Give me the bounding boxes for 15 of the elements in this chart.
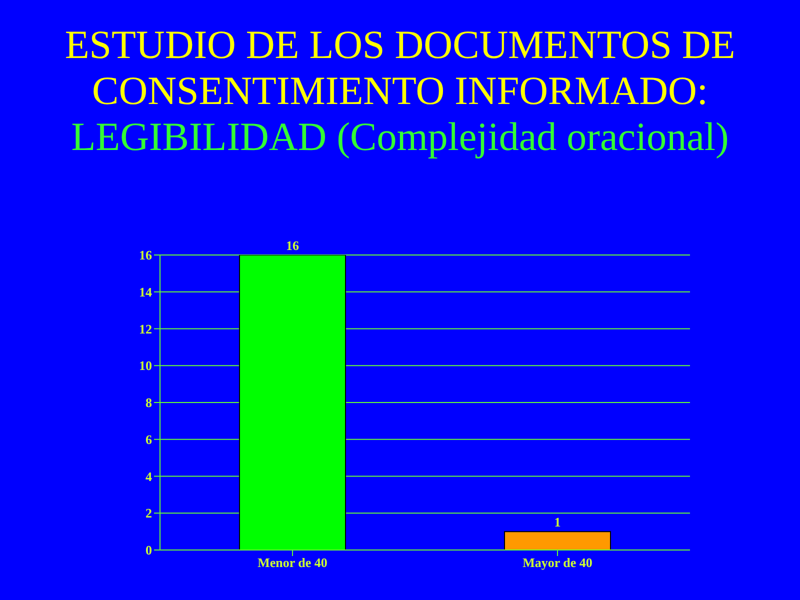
y-tick-label: 14 (139, 284, 152, 300)
x-tick-label: Menor de 40 (258, 555, 328, 570)
x-tick-label: Mayor de 40 (522, 555, 592, 570)
y-tick-label: 0 (146, 542, 152, 558)
y-tick-label: 2 (146, 506, 152, 521)
y-tick-label: 12 (139, 321, 152, 336)
chart-subtitle: LEGIBILIDAD (Complejidad oracional) (70, 114, 730, 160)
y-tick-label: 8 (146, 395, 152, 410)
y-tick-label: 10 (139, 358, 152, 374)
data-label: 16 (286, 238, 300, 253)
y-tick-label: 16 (139, 248, 152, 263)
y-tick-label: 4 (146, 468, 152, 484)
y-tick-label: 6 (146, 432, 152, 447)
chart-title: ESTUDIO DE LOS DOCUMENTOS DE CONSENTIMIENTO INFORMADO: (64, 21, 736, 114)
data-label: 1 (554, 514, 561, 530)
